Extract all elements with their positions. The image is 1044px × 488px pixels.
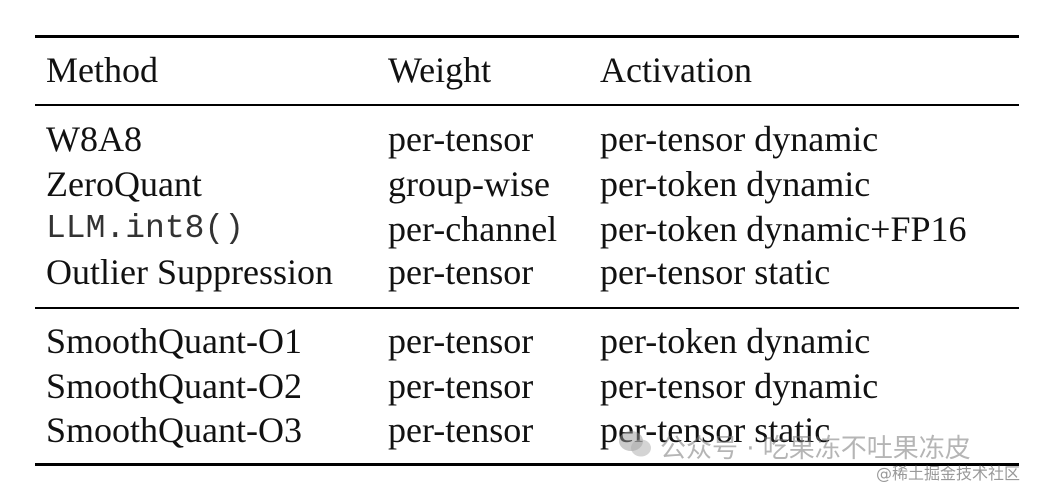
watermark: @稀土掘金技术社区 bbox=[876, 464, 1021, 483]
watermark-icon bbox=[619, 431, 651, 457]
top-rule bbox=[35, 35, 1019, 38]
header-cell: Method bbox=[46, 50, 158, 90]
activation-cell: per-tensor static bbox=[600, 252, 831, 292]
method-cell: LLM.int8() bbox=[46, 210, 245, 247]
weight-cell: group-wise bbox=[388, 164, 550, 204]
bottom-rule bbox=[35, 463, 1019, 466]
method-cell: W8A8 bbox=[46, 119, 142, 159]
group-rule bbox=[35, 307, 1019, 309]
method-cell: SmoothQuant-O3 bbox=[46, 410, 302, 450]
activation-cell: per-token dynamic+FP16 bbox=[600, 209, 967, 249]
activation-cell: per-token dynamic bbox=[600, 164, 871, 204]
header-cell: Activation bbox=[600, 50, 752, 90]
weight-cell: per-tensor bbox=[388, 366, 534, 406]
header-cell: Weight bbox=[388, 50, 492, 90]
header-rule bbox=[35, 104, 1019, 106]
weight-cell: per-tensor bbox=[388, 119, 534, 159]
watermark: 公众号 · 吃果冻不吐果冻皮 bbox=[660, 434, 971, 464]
method-cell: ZeroQuant bbox=[46, 164, 202, 204]
method-cell: SmoothQuant-O1 bbox=[46, 321, 302, 361]
method-cell: SmoothQuant-O2 bbox=[46, 366, 302, 406]
activation-cell: per-tensor dynamic bbox=[600, 119, 879, 159]
activation-cell: per-tensor dynamic bbox=[600, 366, 879, 406]
weight-cell: per-tensor bbox=[388, 321, 534, 361]
activation-cell: per-token dynamic bbox=[600, 321, 871, 361]
weight-cell: per-tensor bbox=[388, 410, 534, 450]
weight-cell: per-tensor bbox=[388, 252, 534, 292]
method-cell: Outlier Suppression bbox=[46, 252, 333, 292]
weight-cell: per-channel bbox=[388, 209, 558, 249]
